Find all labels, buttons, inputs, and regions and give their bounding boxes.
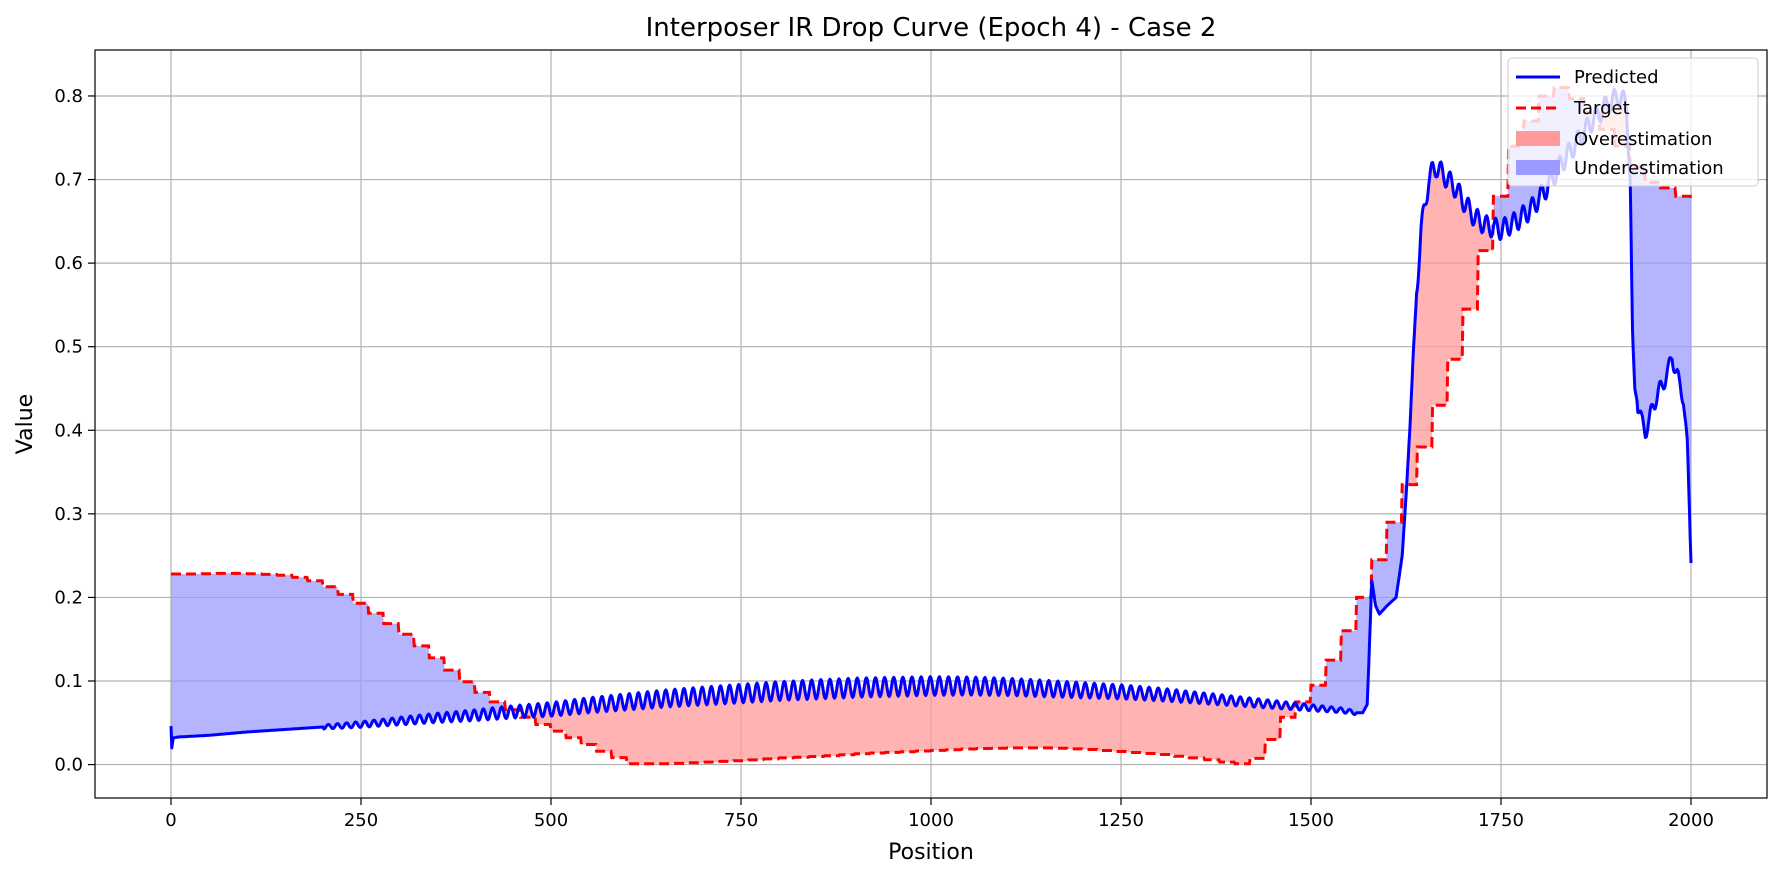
y-tick-label: 0.8 bbox=[54, 86, 83, 107]
y-tick-label: 0.4 bbox=[54, 420, 83, 441]
axis-ticks: 0 250 500 750 1000 1250 1500 1750 2000 0.0 0.1 0.2 0… bbox=[54, 86, 1714, 831]
series-line-target bbox=[171, 86, 1693, 766]
y-tick-label: 0.5 bbox=[54, 337, 83, 358]
legend-label-underestimation: Underestimation bbox=[1574, 158, 1724, 179]
y-tick-label: 0.3 bbox=[54, 504, 83, 525]
x-tick-label: 250 bbox=[344, 810, 378, 831]
legend-swatch-underestimation bbox=[1516, 160, 1560, 175]
series-line-predicted bbox=[169, 87, 1693, 750]
x-tick-label: 1500 bbox=[1288, 810, 1334, 831]
y-tick-label: 0.0 bbox=[54, 755, 83, 776]
x-tick-label: 500 bbox=[534, 810, 568, 831]
legend: Predicted Target Overestimation Underest… bbox=[1507, 57, 1759, 187]
x-tick-label: 0 bbox=[165, 810, 176, 831]
y-tick-label: 0.6 bbox=[54, 253, 83, 274]
x-axis-label: Position bbox=[888, 840, 974, 865]
fill-underestimation bbox=[1628, 146, 1691, 563]
fill-areas bbox=[171, 87, 1691, 764]
x-tick-label: 2000 bbox=[1668, 810, 1714, 831]
x-tick-label: 1000 bbox=[908, 810, 954, 831]
fill-underestimation bbox=[1295, 484, 1406, 715]
chart-title: Interposer IR Drop Curve (Epoch 4) - Cas… bbox=[646, 13, 1217, 43]
x-tick-label: 1750 bbox=[1478, 810, 1524, 831]
legend-label-predicted: Predicted bbox=[1574, 67, 1659, 88]
series-lines bbox=[169, 86, 1693, 766]
x-tick-label: 1250 bbox=[1098, 810, 1144, 831]
fill-overestimation bbox=[1406, 162, 1493, 485]
legend-label-overestimation: Overestimation bbox=[1574, 129, 1712, 150]
fill-underestimation bbox=[171, 573, 509, 748]
legend-label-target: Target bbox=[1573, 98, 1630, 119]
legend-swatch-overestimation bbox=[1516, 131, 1560, 146]
y-tick-label: 0.2 bbox=[54, 587, 83, 608]
y-tick-label: 0.7 bbox=[54, 170, 83, 191]
y-axis-label: Value bbox=[13, 394, 38, 454]
legend-box bbox=[1507, 57, 1759, 187]
x-tick-label: 750 bbox=[724, 810, 758, 831]
y-tick-label: 0.1 bbox=[54, 671, 83, 692]
